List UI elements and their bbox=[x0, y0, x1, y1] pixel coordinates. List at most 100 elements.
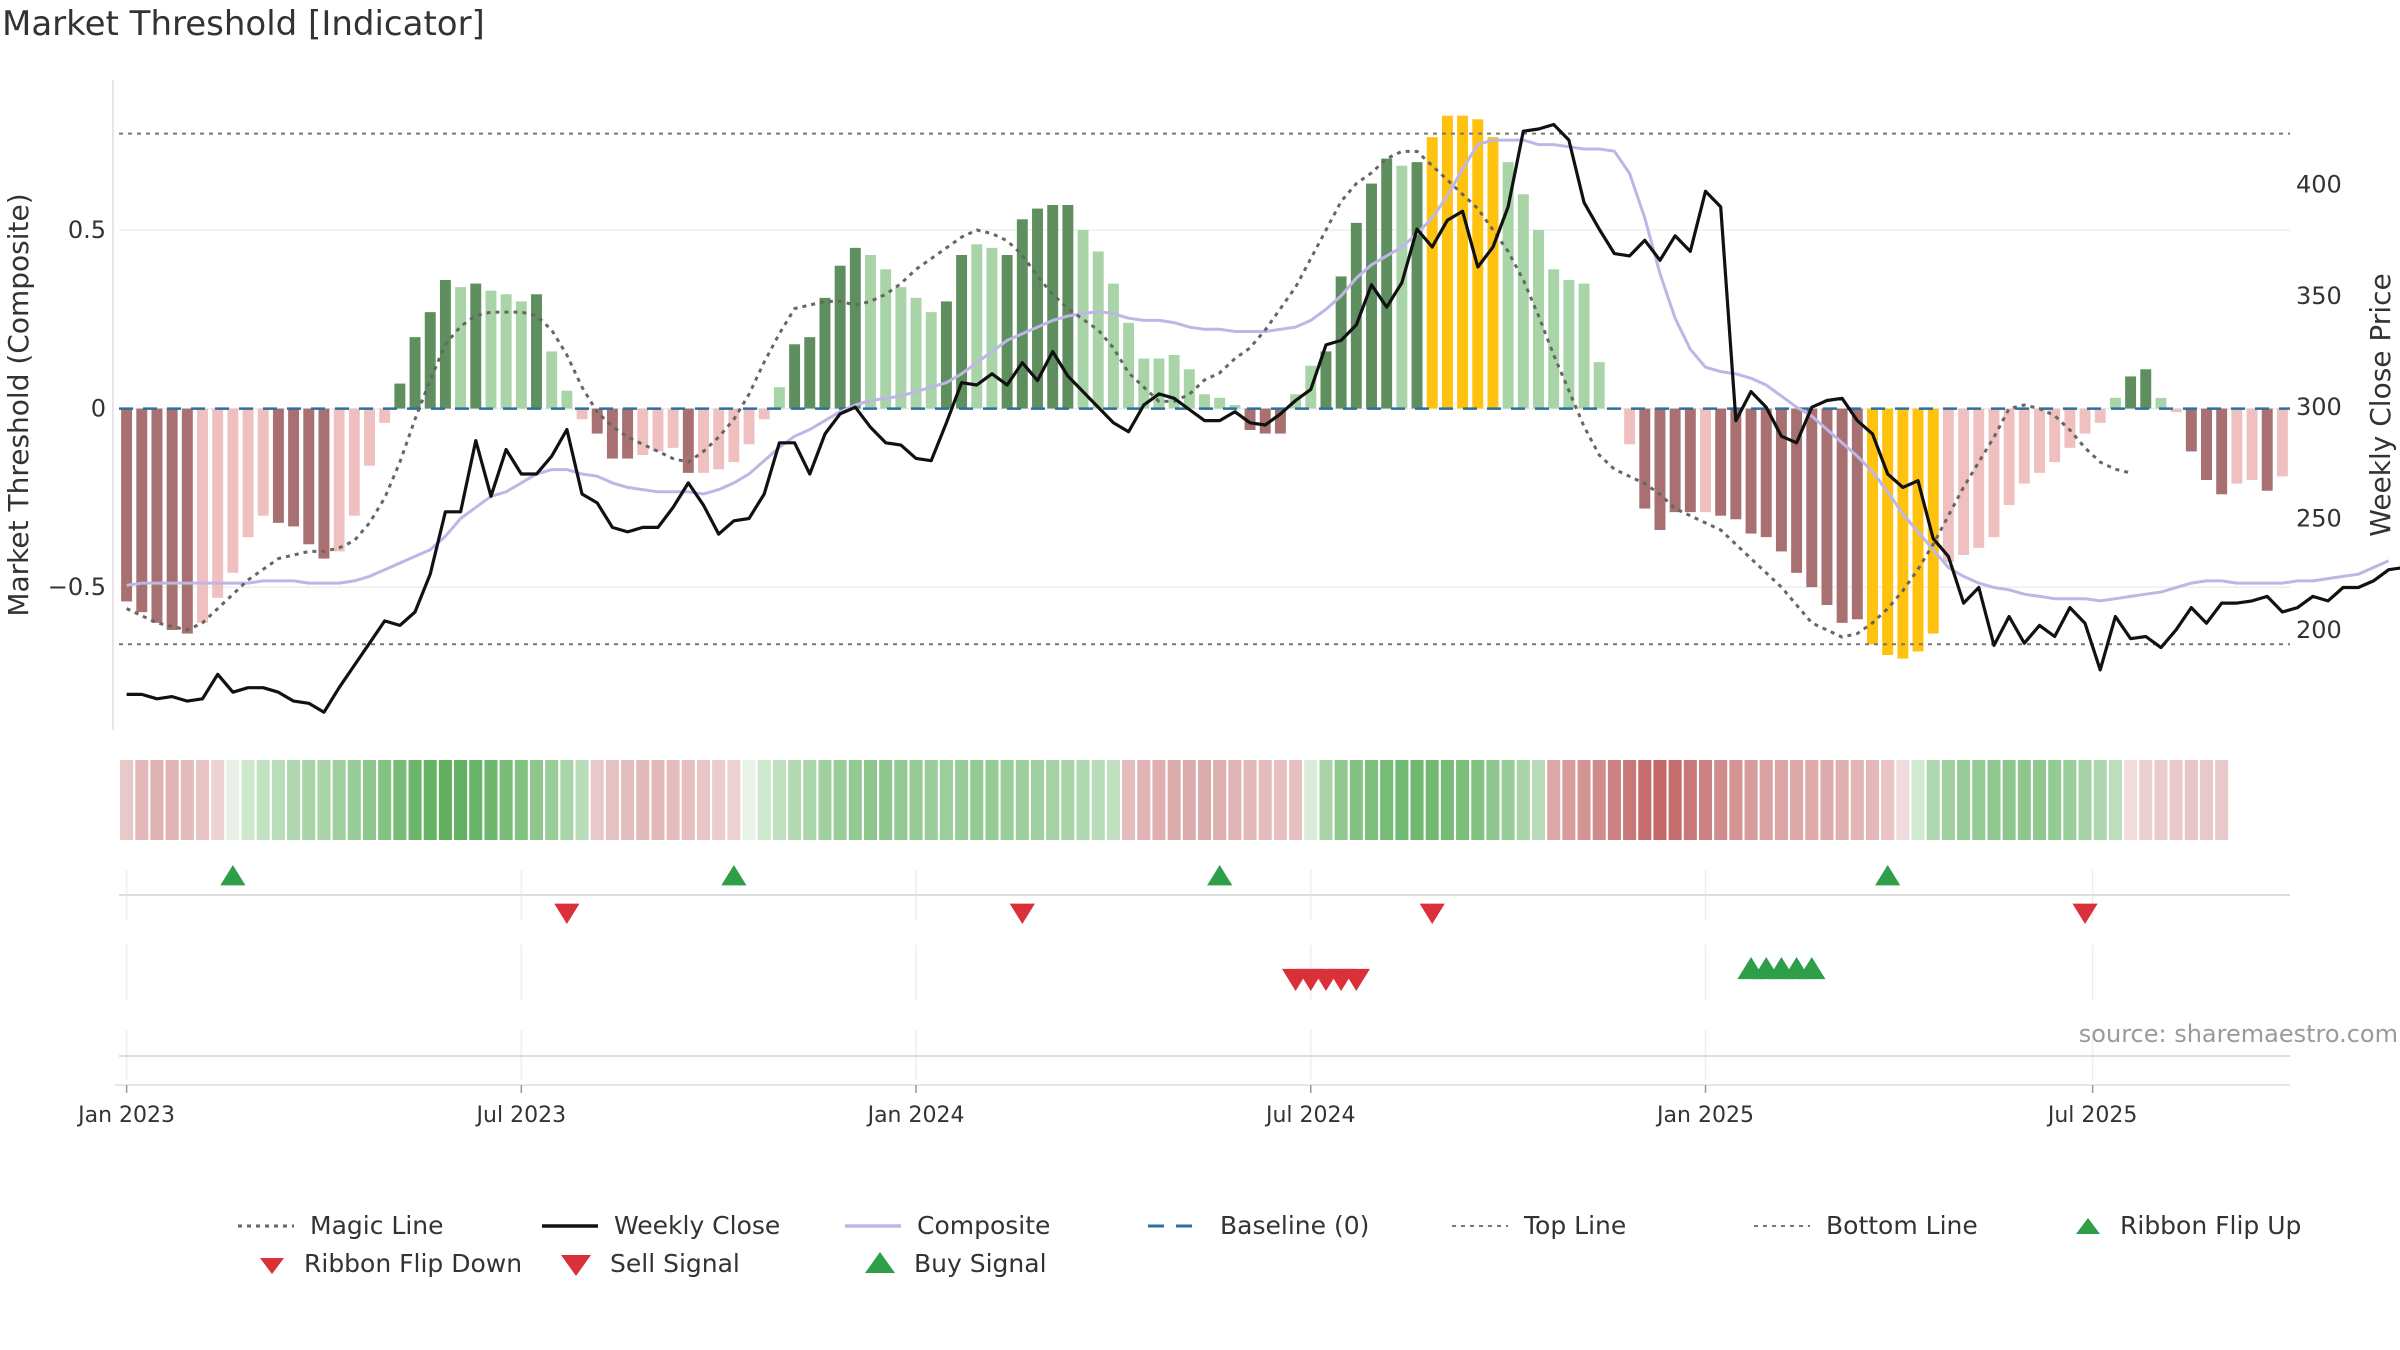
ribbon-cell bbox=[1122, 760, 1136, 840]
ribbon-cell bbox=[1926, 760, 1940, 840]
ribbon-cell bbox=[1395, 760, 1409, 840]
ribbon-cell bbox=[1638, 760, 1652, 840]
ribbon-cell bbox=[1850, 760, 1864, 840]
legend-swatch bbox=[2076, 1217, 2100, 1234]
composite-bar bbox=[1381, 158, 1393, 409]
composite-bar bbox=[485, 290, 497, 409]
ribbon-cell bbox=[1349, 760, 1363, 840]
ribbon-cell bbox=[1805, 760, 1819, 840]
y2-tick-label: 200 bbox=[2296, 616, 2342, 644]
composite-bar bbox=[1335, 276, 1347, 409]
ribbon-cell bbox=[1015, 760, 1029, 840]
ribbon-cell bbox=[1820, 760, 1834, 840]
composite-bar bbox=[2109, 397, 2121, 409]
ribbon-cell bbox=[302, 760, 316, 840]
composite-bar bbox=[1441, 115, 1453, 409]
ribbon-cell bbox=[1881, 760, 1895, 840]
ribbon-cell bbox=[1592, 760, 1606, 840]
composite-bar bbox=[1123, 322, 1135, 409]
ribbon-cell bbox=[1380, 760, 1394, 840]
composite-bar bbox=[986, 247, 998, 409]
ribbon-cell bbox=[955, 760, 969, 840]
ribbon-cell bbox=[362, 760, 377, 840]
legend-label: Weekly Close bbox=[614, 1211, 781, 1240]
ribbon-cell bbox=[970, 760, 984, 840]
legend-swatch bbox=[1452, 1224, 1508, 1227]
ribbon-cell bbox=[2169, 760, 2183, 840]
composite-bar bbox=[1548, 269, 1560, 409]
buy-signal-marker bbox=[1875, 865, 1901, 886]
composite-bar bbox=[212, 408, 224, 598]
composite-line bbox=[126, 138, 2390, 603]
y2-tick-label: 300 bbox=[2296, 393, 2342, 421]
ribbon-cell bbox=[332, 760, 346, 840]
composite-bar bbox=[1502, 162, 1514, 409]
composite-bar bbox=[1229, 405, 1241, 409]
ribbon-cell bbox=[1896, 760, 1910, 840]
ribbon-cell bbox=[1258, 760, 1272, 840]
legend: Magic Line Weekly Close Composite Baseline … bbox=[0, 1205, 2400, 1295]
composite-bar bbox=[1715, 408, 1727, 516]
legend-label: Magic Line bbox=[310, 1211, 444, 1240]
composite-bar bbox=[379, 408, 391, 423]
composite-bar bbox=[743, 408, 755, 445]
ribbon-cell bbox=[1289, 760, 1303, 840]
ribbon-cell bbox=[1698, 760, 1713, 840]
ribbon-cell bbox=[271, 760, 285, 840]
y-tick-label: 0 bbox=[91, 395, 106, 423]
composite-bar bbox=[1821, 408, 1833, 605]
ribbon-cell bbox=[1744, 760, 1758, 840]
legend-swatch bbox=[238, 1224, 294, 1227]
ribbon-cell bbox=[1774, 760, 1788, 840]
ribbon-cell bbox=[2093, 760, 2107, 840]
ribbon-cell bbox=[1243, 760, 1257, 840]
composite-bar bbox=[971, 244, 983, 409]
sell-signal-marker bbox=[1009, 903, 1035, 924]
composite-bar bbox=[1700, 408, 1711, 513]
x-tick-label: Jul 2024 bbox=[1264, 1103, 1356, 1128]
composite-bar bbox=[2079, 408, 2091, 434]
ribbon-cell bbox=[848, 760, 862, 840]
composite-bar bbox=[333, 408, 345, 552]
composite-bar bbox=[2140, 369, 2152, 409]
composite-bar bbox=[1897, 408, 1909, 659]
legend-item: Ribbon Flip Down bbox=[254, 1249, 522, 1278]
ribbon-cell bbox=[2002, 760, 2016, 840]
ribbon-cell bbox=[621, 760, 635, 840]
composite-bar bbox=[1274, 408, 1286, 434]
ribbon-cell bbox=[2184, 760, 2198, 840]
composite-bar bbox=[364, 408, 375, 466]
ribbon-cell bbox=[2215, 760, 2229, 840]
composite-bar bbox=[1775, 408, 1787, 552]
composite-bar bbox=[1867, 408, 1878, 645]
ribbon-cell bbox=[1835, 760, 1849, 840]
ribbon-cell bbox=[590, 760, 604, 840]
composite-bar bbox=[895, 287, 907, 409]
composite-bar bbox=[1426, 137, 1438, 409]
ribbon-cell bbox=[1000, 760, 1014, 840]
magic-line-line bbox=[125, 149, 2131, 639]
composite-bar bbox=[348, 408, 360, 516]
ribbon-cell bbox=[1941, 760, 1955, 840]
composite-bar bbox=[136, 408, 148, 613]
ribbon-cell bbox=[1516, 760, 1530, 840]
ribbon-cell bbox=[863, 760, 878, 840]
ribbon-cell bbox=[636, 760, 650, 840]
ribbon-cell bbox=[393, 760, 407, 840]
ribbon-cell bbox=[1501, 760, 1515, 840]
composite-bar bbox=[2276, 408, 2288, 477]
composite-bar bbox=[925, 312, 937, 409]
buy-signal-marker bbox=[721, 865, 747, 886]
composite-bar bbox=[151, 408, 163, 623]
composite-bar bbox=[1396, 165, 1408, 409]
legend-item: Weekly Close bbox=[540, 1211, 780, 1240]
composite-bar bbox=[1032, 208, 1043, 409]
composite-bar bbox=[257, 408, 269, 516]
ribbon-cell bbox=[1319, 760, 1333, 840]
composite-bar bbox=[2018, 408, 2030, 484]
composite-bar bbox=[1578, 283, 1590, 409]
ribbon-cell bbox=[150, 760, 164, 840]
ribbon-cell bbox=[287, 760, 301, 840]
composite-bar bbox=[1047, 205, 1059, 409]
composite-bar bbox=[2185, 408, 2197, 452]
